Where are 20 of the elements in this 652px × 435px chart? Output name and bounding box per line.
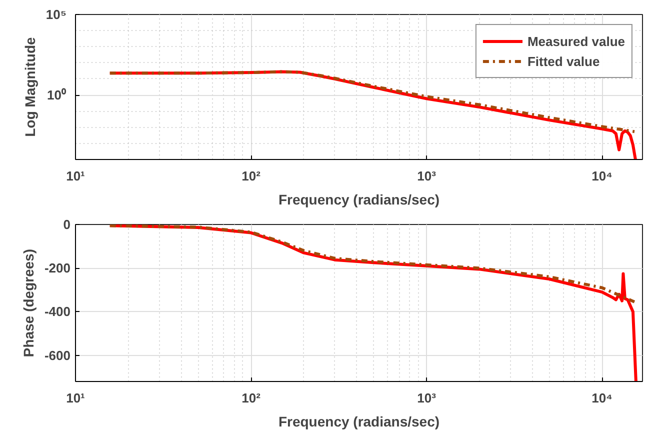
y-tick-label: -200 — [44, 260, 71, 276]
legend-label: Fitted value — [527, 54, 600, 68]
x-tick-label: 10¹ — [66, 390, 85, 406]
y-axis-title: Phase (degrees) — [20, 248, 36, 358]
y-tick-label: -400 — [44, 304, 71, 320]
x-axis-title: Frequency (radians/sec) — [278, 414, 440, 430]
y-tick-label: 10⁵ — [46, 7, 67, 22]
x-tick-label: 10³ — [417, 168, 437, 184]
x-tick-label: 10³ — [417, 390, 437, 406]
x-tick-label: 10⁴ — [592, 390, 612, 406]
y-tick-label: -600 — [44, 348, 71, 363]
y-axis-title: Log Magnitude — [22, 37, 38, 137]
x-tick-label: 10¹ — [66, 168, 85, 184]
x-tick-label: 10⁴ — [592, 168, 612, 184]
x-tick-label: 10² — [242, 168, 262, 184]
legend-label: Measured value — [527, 34, 625, 48]
y-tick-label: 10⁰ — [47, 88, 67, 103]
x-tick-label: 10² — [242, 390, 262, 406]
y-tick-label: 0 — [63, 217, 71, 232]
x-axis-title: Frequency (radians/sec) — [278, 192, 440, 208]
